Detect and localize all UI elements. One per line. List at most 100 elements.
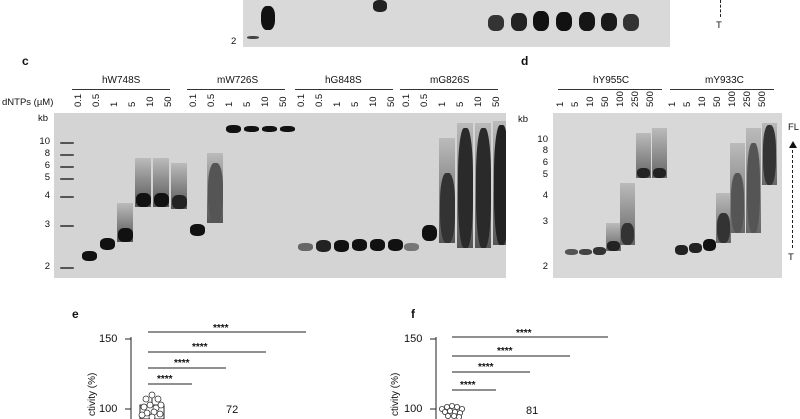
ladder-label-d-1: 8 — [542, 145, 548, 156]
lane-label-d-0-2: 10 — [585, 96, 596, 107]
lane-label-d-1-0: 1 — [667, 101, 678, 107]
ladder-band-c-6 — [60, 267, 74, 269]
band-d-13 — [763, 125, 776, 185]
band-d-12 — [747, 143, 760, 233]
e-n-label: 72 — [226, 404, 239, 416]
lane-label-d-1-6: 500 — [757, 91, 768, 107]
ladder-band-c-0 — [60, 142, 74, 144]
group-header-c-0: hW748S — [102, 75, 141, 86]
lane-label-c-2-1: 0.5 — [314, 93, 325, 107]
lane-label-c-0-5: 50 — [163, 96, 174, 107]
lane-label-c-2-4: 10 — [368, 96, 379, 107]
band-c-11 — [280, 126, 295, 132]
lane-label-c-1-3: 5 — [242, 101, 253, 107]
lane-label-d-0-5: 250 — [630, 91, 641, 107]
lane-label-c-3-5: 50 — [491, 96, 502, 107]
f-tick-150: 150 — [404, 333, 423, 345]
lane-label-c-1-4: 10 — [260, 96, 271, 107]
lane-label-d-0-0: 1 — [555, 101, 566, 107]
band-c-1 — [100, 238, 115, 250]
ladder-label-d-5: 3 — [542, 216, 548, 227]
panel-f-letter: f — [411, 307, 415, 321]
band-d-3 — [607, 241, 620, 251]
ladder-label-c-0: 10 — [39, 136, 50, 147]
group-line-c-2 — [295, 89, 393, 90]
ladder-label-c-4: 4 — [44, 190, 50, 201]
band-d-10 — [717, 213, 730, 243]
ladder-label-c-3: 5 — [44, 172, 50, 183]
band-c-10 — [262, 126, 277, 132]
group-header-c-2: hG848S — [325, 75, 362, 86]
ladder-band-c-5 — [60, 225, 74, 227]
group-header-c-1: mW726S — [217, 75, 259, 86]
lane-label-d-1-5: 250 — [742, 91, 753, 107]
band-c-7 — [208, 163, 223, 223]
smear-d-6 — [652, 128, 667, 178]
band-d-2 — [593, 247, 606, 255]
lane-label-c-3-2: 1 — [437, 101, 448, 107]
lane-label-d-1-3: 50 — [712, 96, 723, 107]
band-c-19 — [422, 225, 437, 241]
lane-label-d-1-4: 100 — [727, 91, 738, 107]
lane-label-d-0-3: 50 — [600, 96, 611, 107]
band-c-17 — [388, 239, 403, 251]
ladder-label-d-2: 6 — [542, 157, 548, 168]
band-d-5 — [637, 168, 650, 178]
ladder-band-c-2 — [60, 166, 74, 168]
lane-label-c-0-3: 5 — [127, 101, 138, 107]
fl-label: FL — [788, 122, 800, 133]
band-c-23 — [494, 125, 506, 245]
lane-label-c-1-2: 1 — [224, 101, 235, 107]
group-header-c-3: mG826S — [430, 75, 470, 86]
group-line-c-3 — [400, 89, 498, 90]
band-c-0 — [82, 251, 97, 261]
f-sig-3: **** — [478, 362, 494, 373]
ladder-label-c-2: 6 — [44, 160, 50, 171]
gel-panel-c — [54, 113, 506, 278]
lane-label-d-1-1: 5 — [682, 101, 693, 107]
lane-label-c-1-0: 0.1 — [188, 93, 199, 107]
t-label-d: T — [788, 252, 794, 263]
ladder-band-c-4 — [60, 196, 74, 198]
lane-label-c-1-5: 50 — [278, 96, 289, 107]
band-c-20 — [440, 173, 455, 243]
lane-label-c-0-4: 10 — [145, 96, 156, 107]
lane-label-c-3-4: 10 — [473, 96, 484, 107]
ladder-label-d-6: 2 — [542, 261, 548, 272]
lane-label-c-2-0: 0.1 — [296, 93, 307, 107]
band-d-7 — [675, 245, 688, 255]
f-n-label: 81 — [526, 405, 539, 417]
lane-label-c-0-2: 1 — [109, 101, 120, 107]
ladder-label-c-5: 3 — [44, 219, 50, 230]
f-sig-4: **** — [460, 380, 476, 391]
band-c-4 — [154, 193, 169, 207]
group-line-d-1 — [670, 89, 774, 90]
group-line-d-0 — [558, 89, 662, 90]
lane-label-c-3-0: 0.1 — [401, 93, 412, 107]
lane-label-c-3-1: 0.5 — [419, 93, 430, 107]
panel-e-plot — [125, 331, 306, 419]
band-d-4 — [621, 223, 634, 245]
f-sig-1: **** — [516, 328, 532, 339]
e-tick-150: 150 — [99, 333, 118, 345]
panel-f-plot — [430, 336, 608, 419]
group-line-c-0 — [72, 89, 170, 90]
e-ylabel: ctivity (%) — [87, 372, 98, 416]
panel-d-letter: d — [521, 54, 529, 68]
ladder-label-d-0: 10 — [537, 134, 548, 145]
smear-d-5 — [636, 133, 651, 178]
ladder-band-c-1 — [60, 154, 74, 156]
band-c-6 — [190, 224, 205, 236]
e-sig-4: **** — [157, 374, 173, 385]
f-ylabel: ctivity (%) — [390, 372, 401, 416]
ladder-band-c-3 — [60, 178, 74, 180]
lane-label-c-1-1: 0.5 — [206, 93, 217, 107]
lane-label-c-3-3: 5 — [455, 101, 466, 107]
top-t-label: T — [716, 20, 722, 31]
band-d-11 — [731, 173, 744, 233]
gel-panel-d — [553, 113, 782, 278]
ladder-label-d-3: 5 — [542, 169, 548, 180]
group-header-d-0: hY955C — [593, 75, 630, 86]
band-d-6 — [653, 168, 666, 178]
lane-label-d-0-6: 500 — [645, 91, 656, 107]
